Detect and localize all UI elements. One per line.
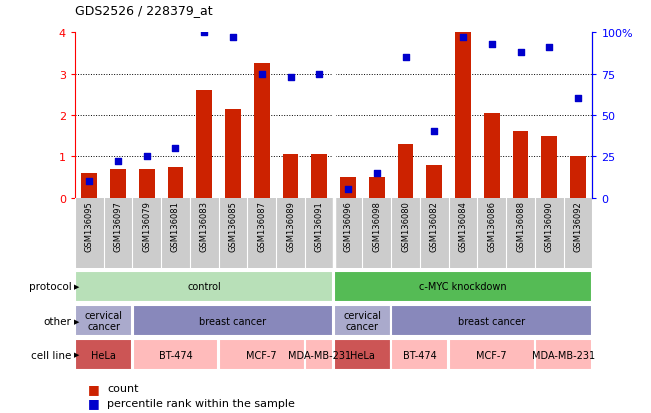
Bar — [535, 339, 592, 370]
Point — [372, 170, 382, 177]
Text: GSM136096: GSM136096 — [344, 200, 352, 251]
Bar — [542, 136, 557, 198]
Point — [228, 35, 238, 41]
Text: GDS2526 / 228379_at: GDS2526 / 228379_at — [75, 4, 212, 17]
Bar — [311, 155, 327, 198]
Point — [141, 154, 152, 160]
Bar — [398, 145, 413, 198]
Text: GSM136091: GSM136091 — [315, 200, 324, 251]
Text: BT-474: BT-474 — [159, 350, 193, 360]
Bar — [305, 339, 333, 370]
Point — [314, 71, 324, 78]
Text: GSM136084: GSM136084 — [458, 200, 467, 251]
Text: control: control — [187, 282, 221, 292]
Point — [171, 145, 181, 152]
Text: BT-474: BT-474 — [403, 350, 437, 360]
Text: ▶: ▶ — [74, 318, 79, 324]
Text: ▶: ▶ — [74, 352, 79, 358]
Text: GSM136097: GSM136097 — [113, 200, 122, 251]
Point — [516, 50, 526, 56]
Text: GSM136085: GSM136085 — [229, 200, 238, 251]
Point — [429, 129, 439, 135]
Bar — [334, 271, 592, 302]
Bar — [512, 132, 529, 198]
Text: breast cancer: breast cancer — [199, 316, 266, 326]
Text: cervical
cancer: cervical cancer — [343, 310, 381, 332]
Bar — [219, 339, 305, 370]
Text: protocol: protocol — [29, 282, 72, 292]
Text: ■: ■ — [88, 396, 100, 409]
Point — [458, 35, 468, 41]
Text: GSM136088: GSM136088 — [516, 200, 525, 251]
Point — [544, 45, 555, 51]
Text: percentile rank within the sample: percentile rank within the sample — [107, 398, 296, 408]
Text: GSM136086: GSM136086 — [488, 200, 496, 251]
Bar — [139, 169, 155, 198]
Point — [573, 96, 583, 102]
Bar — [334, 305, 391, 337]
Point — [113, 159, 123, 165]
Text: GSM136081: GSM136081 — [171, 200, 180, 251]
Text: ■: ■ — [88, 382, 100, 395]
Point — [343, 187, 353, 193]
Text: cell line: cell line — [31, 350, 72, 360]
Point — [199, 30, 210, 36]
Bar — [334, 339, 391, 370]
Text: GSM136087: GSM136087 — [257, 200, 266, 251]
Text: GSM136080: GSM136080 — [401, 200, 410, 251]
Bar — [449, 339, 534, 370]
Text: GSM136095: GSM136095 — [85, 200, 94, 251]
Bar — [391, 305, 592, 337]
Bar — [167, 167, 184, 198]
Bar — [369, 178, 385, 198]
Bar — [133, 305, 333, 337]
Bar — [75, 305, 132, 337]
Point — [486, 41, 497, 48]
Bar — [426, 165, 442, 198]
Text: MDA-MB-231: MDA-MB-231 — [288, 350, 351, 360]
Bar — [484, 114, 500, 198]
Text: cervical
cancer: cervical cancer — [85, 310, 122, 332]
Bar — [340, 178, 356, 198]
Text: HeLa: HeLa — [350, 350, 375, 360]
Text: count: count — [107, 383, 139, 393]
Text: c-MYC knockdown: c-MYC knockdown — [419, 282, 507, 292]
Text: other: other — [44, 316, 72, 326]
Text: GSM136082: GSM136082 — [430, 200, 439, 251]
Bar — [81, 173, 97, 198]
Bar — [570, 157, 586, 198]
Text: breast cancer: breast cancer — [458, 316, 525, 326]
Text: GSM136098: GSM136098 — [372, 200, 381, 251]
Bar — [225, 109, 241, 198]
Bar — [455, 33, 471, 198]
Bar — [110, 169, 126, 198]
Point — [285, 74, 296, 81]
Bar — [391, 339, 449, 370]
Text: HeLa: HeLa — [91, 350, 116, 360]
Bar — [254, 64, 270, 198]
Point — [256, 71, 267, 78]
Text: GSM136090: GSM136090 — [545, 200, 554, 251]
Point — [400, 55, 411, 61]
Text: ▶: ▶ — [74, 284, 79, 290]
Bar — [75, 271, 333, 302]
Bar — [283, 155, 298, 198]
Bar — [197, 91, 212, 198]
Bar — [133, 339, 218, 370]
Bar — [75, 339, 132, 370]
Text: MDA-MB-231: MDA-MB-231 — [532, 350, 595, 360]
Text: MCF-7: MCF-7 — [247, 350, 277, 360]
Text: GSM136079: GSM136079 — [143, 200, 151, 251]
Text: GSM136083: GSM136083 — [200, 200, 209, 251]
Text: GSM136092: GSM136092 — [574, 200, 583, 251]
Text: MCF-7: MCF-7 — [477, 350, 507, 360]
Point — [84, 178, 94, 185]
Text: GSM136089: GSM136089 — [286, 200, 295, 251]
